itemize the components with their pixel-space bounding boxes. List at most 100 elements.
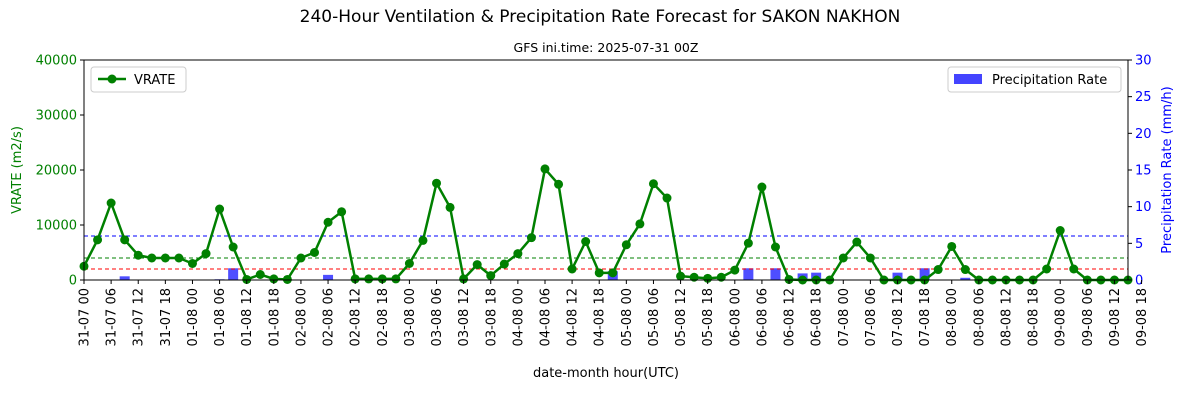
precipitation-bar — [770, 268, 781, 280]
vrate-point — [1069, 264, 1079, 274]
legend-precipitation-swatch — [954, 74, 982, 84]
x-tick-label: 08-08 18 — [1027, 288, 1042, 346]
precipitation-bar — [960, 277, 971, 280]
precipitation-bar — [119, 276, 130, 280]
vrate-point — [526, 233, 536, 243]
x-tick-label: 09-08 06 — [1081, 288, 1096, 346]
vrate-point — [499, 259, 509, 269]
precipitation-bar — [919, 268, 930, 280]
vrate-point — [1042, 264, 1052, 274]
vrate-point — [472, 260, 482, 270]
vrate-point — [255, 270, 265, 279]
precipitation-bar — [743, 268, 754, 280]
x-tick-label: 04-08 12 — [566, 288, 581, 346]
x-axis-label: date-month hour(UTC) — [533, 366, 679, 381]
x-tick-label: 08-08 12 — [999, 288, 1014, 346]
x-tick-label: 01-08 18 — [267, 288, 282, 346]
legend-vrate-box — [90, 66, 187, 93]
x-tick-label: 01-08 12 — [240, 288, 255, 346]
chart-subtitle: GFS ini.time: 2025-07-31 00Z — [514, 40, 699, 55]
vrate-point — [784, 274, 794, 284]
x-tick-label: 02-08 12 — [349, 288, 364, 346]
vrate-point — [770, 242, 780, 252]
y-left-tick-label: 30000 — [36, 109, 77, 124]
y-right-tick-label: 25 — [1135, 90, 1152, 105]
x-tick-label: 03-08 18 — [484, 288, 499, 346]
axes: 0 10000 20000 30000 40000 0 5 10 15 20 25 30 31-07 0… — [36, 54, 1152, 347]
vrate-point — [201, 249, 211, 259]
vrate-point — [852, 237, 862, 247]
y-right-tick-label: 0 — [1135, 274, 1143, 289]
y-axis-right-label: Precipitation Rate (mm/h) — [1160, 86, 1175, 253]
x-tick-label: 02-08 00 — [294, 288, 309, 346]
vrate-point — [594, 268, 604, 278]
x-tick-label: 02-08 18 — [376, 288, 391, 346]
x-tick-label: 05-08 12 — [674, 288, 689, 346]
x-tick-label: 09-08 18 — [1135, 288, 1150, 346]
vrate-point — [865, 253, 875, 263]
vrate-point — [391, 274, 401, 284]
y-right-tick-label: 10 — [1135, 200, 1152, 215]
x-tick-label: 09-08 12 — [1108, 288, 1123, 346]
vrate-point — [567, 264, 577, 274]
legend-vrate-label: VRATE — [134, 73, 175, 88]
x-tick-label: 31-07 18 — [159, 288, 174, 346]
y-left-tick-label: 20000 — [36, 164, 77, 179]
y-left-tick-label: 10000 — [36, 219, 77, 234]
vrate-point — [106, 198, 116, 208]
vrate-point — [323, 217, 333, 227]
vrate-point — [1055, 226, 1065, 235]
vrate-point — [147, 253, 157, 263]
vrate-point — [486, 271, 496, 281]
vrate-point — [581, 237, 591, 246]
vrate-point — [662, 193, 672, 203]
vrate-point — [703, 273, 713, 283]
x-tick-label: 03-08 00 — [403, 288, 418, 346]
x-tick-label: 07-08 00 — [837, 288, 852, 346]
vrate-point — [160, 253, 170, 263]
y-left-tick-label: 0 — [69, 274, 77, 289]
x-tick-label: 02-08 06 — [322, 288, 337, 346]
vrate-point — [947, 241, 957, 251]
vrate-point — [445, 202, 455, 212]
precipitation-bar — [323, 274, 334, 280]
vrate-point — [757, 182, 767, 192]
vrate-point — [635, 219, 645, 229]
x-tick-label: 06-08 00 — [728, 288, 743, 346]
plot-frame — [83, 59, 1129, 281]
vrate-point — [350, 274, 360, 284]
y-right-tick-label: 5 — [1135, 237, 1143, 252]
vrate-point — [174, 253, 184, 263]
vrate-point — [418, 235, 428, 245]
x-tick-label: 01-08 06 — [213, 288, 228, 346]
y-right-tick-label: 15 — [1135, 164, 1152, 179]
legend-precipitation-label: Precipitation Rate — [992, 73, 1107, 88]
vrate-point — [242, 274, 252, 284]
vrate-point — [554, 179, 564, 189]
y-right-tick-label: 30 — [1135, 54, 1152, 69]
x-tick-label: 08-08 00 — [945, 288, 960, 346]
vrate-point — [459, 274, 469, 284]
x-tick-label: 05-08 06 — [647, 288, 662, 346]
vrate-point — [838, 253, 848, 263]
vrate-point — [608, 268, 618, 278]
x-tick-label: 08-08 06 — [972, 288, 987, 346]
x-tick-label: 07-08 06 — [864, 288, 879, 346]
vrate-point — [296, 253, 306, 263]
vrate-point — [743, 238, 753, 248]
x-tick-label: 06-08 18 — [810, 288, 825, 346]
legend-precipitation-box — [947, 66, 1122, 93]
x-tick-label: 04-08 18 — [593, 288, 608, 346]
vrate-point — [215, 204, 225, 214]
chart-title: 240-Hour Ventilation & Precipitation Rat… — [300, 7, 901, 27]
vrate-point — [337, 207, 347, 217]
vrate-point — [540, 164, 550, 174]
vrate-line — [82, 167, 1128, 282]
vrate-point — [364, 274, 374, 284]
legend-precipitation: Precipitation Rate — [947, 66, 1122, 93]
x-tick-label: 31-07 12 — [132, 288, 147, 346]
vrate-point — [377, 274, 387, 284]
x-tick-label: 04-08 00 — [511, 288, 526, 346]
